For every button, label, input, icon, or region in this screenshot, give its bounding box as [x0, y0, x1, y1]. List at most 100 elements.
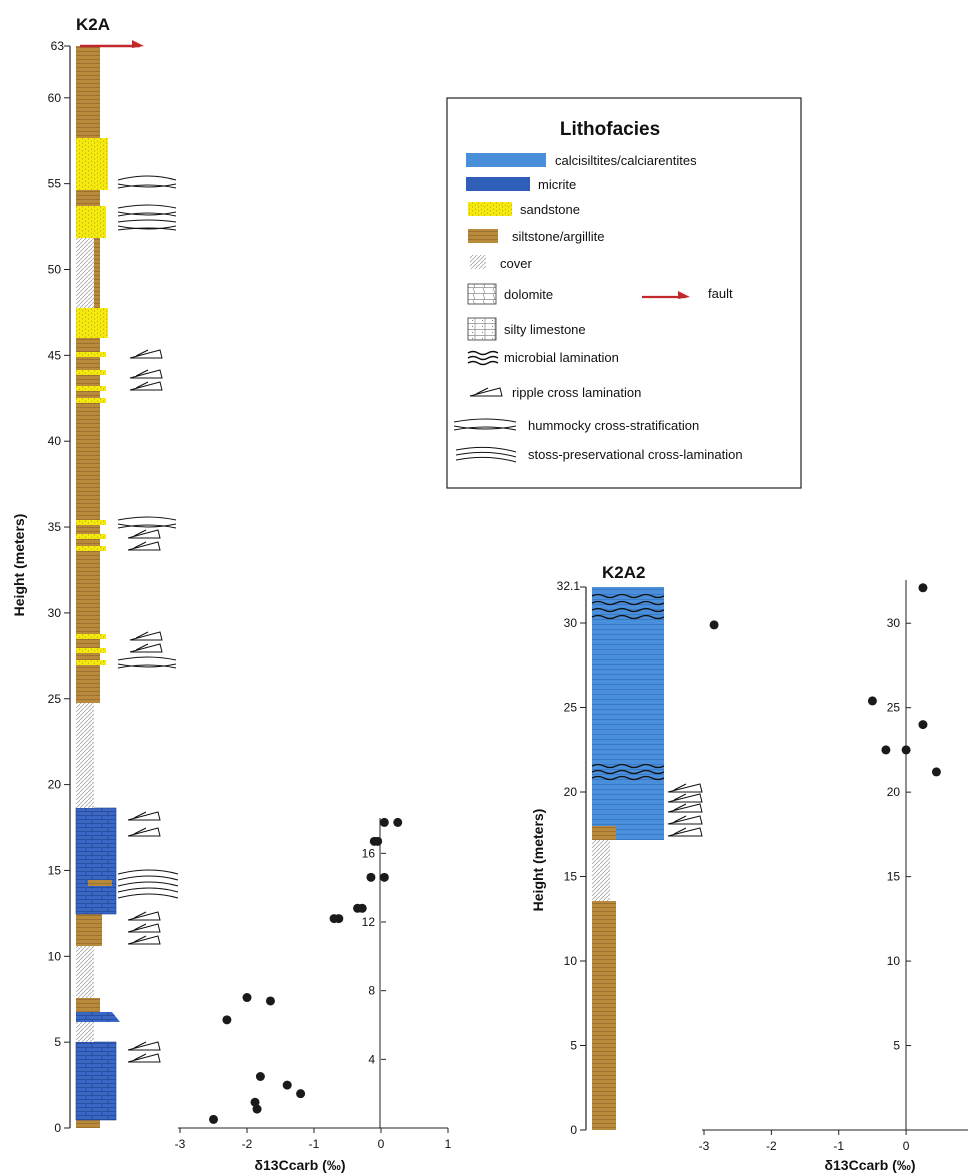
microbial-lamination-icon	[591, 763, 665, 781]
k2a2-lithology	[591, 587, 665, 1130]
y-tick-label: 16	[362, 846, 376, 860]
k2a-lithology	[75, 46, 120, 1128]
height-tick-label: 20	[48, 778, 62, 792]
height-tick-label: 60	[48, 91, 62, 105]
sandstone-swatch	[468, 202, 512, 216]
ripple-icon	[129, 643, 163, 653]
height-tick-label: 50	[48, 263, 62, 277]
height-tick-label: 35	[48, 520, 62, 534]
x-tick-label: -2	[766, 1139, 777, 1153]
x-axis-label: δ13Ccarb (‰)	[255, 1157, 346, 1173]
legend-label: calcisiltites/calciarentites	[555, 153, 697, 168]
data-point	[393, 817, 403, 827]
y-tick-label: 4	[368, 1052, 375, 1066]
cover-bed	[76, 703, 94, 808]
data-point	[373, 836, 383, 846]
y-tick-label: 5	[893, 1039, 900, 1053]
micrite-bed	[76, 1012, 120, 1022]
x-tick-label: 1	[445, 1137, 452, 1151]
y-tick-label: 30	[887, 616, 901, 630]
y-tick-label: 15	[887, 870, 901, 884]
y-tick-label: 12	[362, 915, 376, 929]
legend-label: dolomite	[504, 287, 553, 302]
x-tick-label: -2	[242, 1137, 253, 1151]
data-point	[334, 914, 344, 924]
k2a2-structures	[667, 783, 703, 837]
data-point	[931, 767, 941, 777]
data-point	[222, 1015, 232, 1025]
lithofacies-legend: Lithofacies calcisiltites/calciarentites…	[446, 97, 802, 489]
ripple-icon	[127, 935, 161, 945]
legend-label: microbial lamination	[504, 350, 619, 365]
k2a-height-ticks: 0 5 10 15 20 25 30 35 40 45 50 55 60	[48, 91, 70, 1135]
microbial-lamination-icon	[467, 350, 499, 366]
x-tick-label: 0	[903, 1139, 910, 1153]
height-tick-label: 5	[570, 1039, 577, 1053]
hummocky-icon	[117, 219, 177, 231]
cover-swatch	[470, 255, 486, 269]
ripple-icon	[127, 1053, 161, 1063]
siltstone-bed	[76, 1120, 100, 1128]
height-tick-label: 15	[48, 863, 62, 877]
sandstone-bed	[76, 352, 106, 357]
height-tick-label: 15	[564, 870, 578, 884]
height-tick-label: 25	[564, 701, 578, 715]
hummocky-icon	[117, 175, 177, 189]
data-point	[242, 993, 252, 1003]
ripple-icon	[667, 827, 703, 837]
stoss-icon	[455, 446, 517, 463]
data-point	[209, 1114, 218, 1124]
k2a-column: K2A 0 5 10 15 20 25 30 35 40 45 50 55 60 63 Height (…	[11, 15, 179, 1135]
sandstone-bed	[76, 634, 106, 639]
height-tick-label: 45	[48, 348, 62, 362]
x-axis-label: δ13Ccarb (‰)	[825, 1157, 916, 1173]
data-point	[709, 620, 719, 630]
data-point	[867, 696, 877, 706]
height-tick-label: 30	[564, 616, 578, 630]
ripple-icon	[667, 783, 703, 793]
ripple-icon	[127, 911, 161, 921]
data-point	[250, 1097, 260, 1107]
k2a-height-label: Height (meters)	[11, 514, 27, 617]
ripple-icon	[129, 631, 163, 641]
y-tick-label: 8	[368, 984, 375, 998]
height-tick-label: 5	[54, 1035, 61, 1049]
silty-limestone-swatch	[467, 317, 497, 341]
legend-title: Lithofacies	[560, 119, 660, 140]
height-tick-label: 20	[564, 785, 578, 799]
fault-icon	[642, 291, 690, 299]
height-tick-label: 10	[48, 949, 62, 963]
data-point	[282, 1080, 292, 1090]
siltstone-bed	[88, 880, 112, 886]
ripple-icon	[127, 541, 161, 551]
ripple-icon	[127, 1041, 161, 1051]
hummocky-icon	[117, 656, 177, 669]
legend-label: ripple cross lamination	[512, 385, 641, 400]
legend-label: micrite	[538, 177, 576, 192]
legend-label: stoss-preservational cross-lamination	[528, 447, 743, 462]
ripple-icon	[129, 349, 163, 359]
data-point	[918, 583, 928, 593]
data-point	[296, 1089, 306, 1099]
hummocky-icon	[117, 204, 177, 217]
ripple-icon	[469, 387, 503, 397]
k2a2-title: K2A2	[602, 563, 645, 582]
calcisiltite-bed	[592, 587, 664, 840]
sandstone-bed	[76, 648, 106, 653]
x-tick-label: 0	[378, 1137, 385, 1151]
ripple-icon	[127, 923, 161, 933]
micrite-swatch	[466, 177, 530, 191]
sandstone-bed	[76, 398, 106, 403]
micrite-bed	[75, 807, 117, 915]
k2a2-isotope-chart: -3 -2 -1 0 5 10 15 20 25 30 δ13Ccarb (‰)	[699, 580, 968, 1173]
data-point	[265, 996, 275, 1006]
ripple-icon	[667, 815, 703, 825]
data-point	[379, 872, 389, 882]
hummocky-icon	[453, 418, 517, 431]
siltstone-bed	[592, 901, 616, 1130]
height-tick-label: 55	[48, 177, 62, 191]
calcisiltite-swatch	[466, 153, 546, 167]
x-tick-label: -3	[699, 1139, 710, 1153]
height-tick-label: 30	[48, 606, 62, 620]
y-tick-label: 25	[887, 701, 901, 715]
